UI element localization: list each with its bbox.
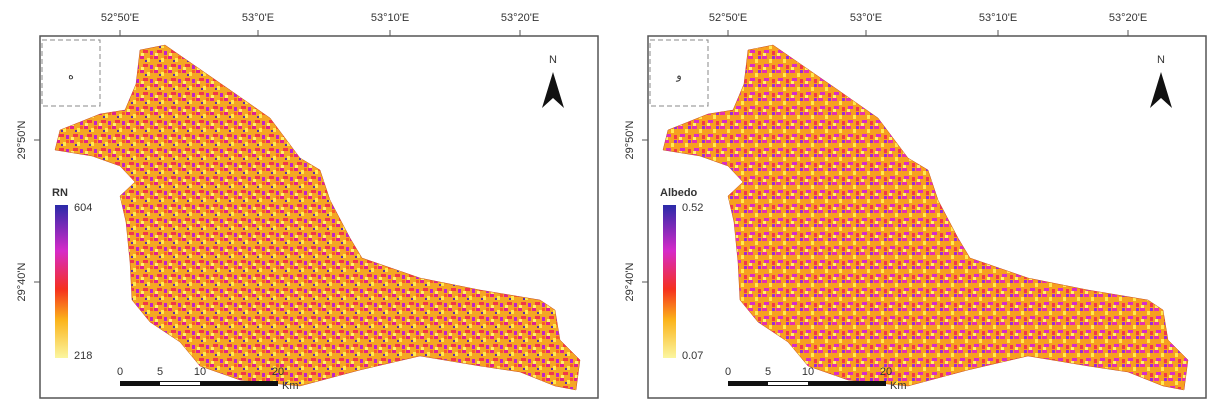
lon-label: 52°50'E: [101, 12, 139, 24]
legend-max: 0.52: [682, 202, 703, 214]
panel-label-box: [649, 39, 709, 107]
legend-ramp: [663, 205, 676, 358]
lon-label: 53°10'E: [979, 12, 1017, 24]
north-arrow: [1150, 72, 1172, 108]
lon-label: 53°10'E: [371, 12, 409, 24]
legend-min: 218: [74, 350, 92, 362]
scale-label: 20: [272, 366, 284, 378]
panel-label: ه: [68, 70, 74, 82]
scale-label: 5: [157, 366, 163, 378]
north-label: N: [549, 54, 557, 66]
study-area: [662, 44, 1189, 391]
legend-ramp: [55, 205, 68, 358]
scale-label: 0: [117, 366, 123, 378]
legend-min: 0.07: [682, 350, 703, 362]
lon-label: 53°0'E: [850, 12, 882, 24]
scale-label: 20: [880, 366, 892, 378]
lon-label: 52°50'E: [709, 12, 747, 24]
scale-label: 10: [802, 366, 814, 378]
panel-label: و: [675, 70, 681, 82]
north-label: N: [1157, 54, 1165, 66]
scale-unit: Km: [890, 380, 907, 392]
lon-label: 53°20'E: [1109, 12, 1147, 24]
scale-label: 0: [725, 366, 731, 378]
scale-unit: Km: [282, 380, 299, 392]
lat-label: 29°40'N: [624, 262, 636, 301]
lon-label: 53°0'E: [242, 12, 274, 24]
scale-label: 10: [194, 366, 206, 378]
legend-max: 604: [74, 202, 92, 214]
legend-title: Albedo: [660, 187, 698, 199]
scale-label: 5: [765, 366, 771, 378]
scale-bar-segment: [160, 382, 200, 385]
panel-label-box: [41, 39, 101, 107]
scale-bar-segment: [768, 382, 808, 385]
lat-label: 29°50'N: [624, 120, 636, 159]
lon-label: 53°20'E: [501, 12, 539, 24]
north-arrow: [542, 72, 564, 108]
study-area: [54, 44, 581, 391]
map-panel: 52°50'E 53°0'E 53°10'E 53°20'E 29°50'N 29°40'…: [624, 12, 1207, 399]
legend-title: RN: [52, 187, 68, 199]
lat-label: 29°40'N: [16, 262, 28, 301]
lat-label: 29°50'N: [16, 120, 28, 159]
map-panel: 52°50'E 53°0'E 53°10'E 53°20'E 29°50'N 29°40'…: [16, 12, 599, 399]
